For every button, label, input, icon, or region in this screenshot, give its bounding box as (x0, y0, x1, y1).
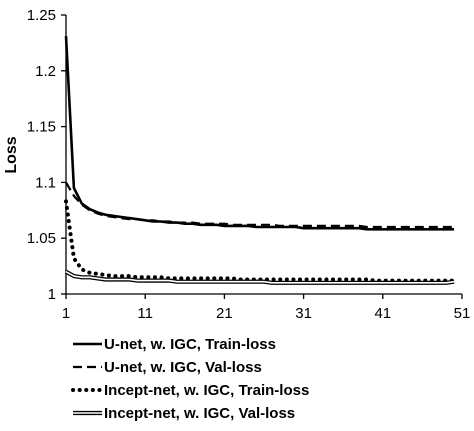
y-tick-label: 1.15 (27, 119, 56, 136)
legend: U-net, w. IGC, Train-loss U-net, w. IGC, … (71, 336, 309, 422)
y-axis-title: Loss (3, 136, 20, 173)
series-line-4 (64, 269, 455, 285)
x-tick-label: 41 (374, 305, 391, 322)
series-line-1 (64, 36, 455, 231)
x-tick-label: 31 (295, 305, 312, 322)
x-tick-label: 11 (137, 305, 153, 322)
legend-item: U-net, w. IGC, Val-loss (73, 359, 262, 376)
y-tick-label: 1.05 (27, 230, 56, 247)
series-line-3 (64, 199, 457, 283)
x-axis: 1 11 21 31 41 51 (62, 293, 471, 322)
y-tick-label: 1.25 (27, 7, 56, 24)
plot-series (64, 36, 457, 285)
x-tick-label: 1 (62, 305, 70, 322)
legend-label: U-net, w. IGC, Val-loss (104, 359, 262, 376)
y-tick-label: 1 (48, 286, 56, 303)
legend-item: Incept-net, w. IGC, Val-loss (73, 405, 295, 422)
y-axis: 1 1.05 1.1 1.15 1.2 1.25 (27, 7, 67, 303)
x-tick-label: 51 (454, 305, 471, 322)
x-tick-label: 21 (216, 305, 233, 322)
legend-label: Incept-net, w. IGC, Train-loss (104, 382, 309, 399)
legend-item: U-net, w. IGC, Train-loss (73, 336, 276, 353)
y-tick-label: 1.2 (35, 63, 56, 80)
legend-label: Incept-net, w. IGC, Val-loss (104, 405, 295, 422)
y-tick-label: 1.1 (35, 174, 56, 191)
series-line-2 (65, 181, 455, 229)
legend-item: Incept-net, w. IGC, Train-loss (71, 382, 309, 399)
series-line-4-inner (65, 271, 455, 284)
legend-label: U-net, w. IGC, Train-loss (104, 336, 276, 353)
